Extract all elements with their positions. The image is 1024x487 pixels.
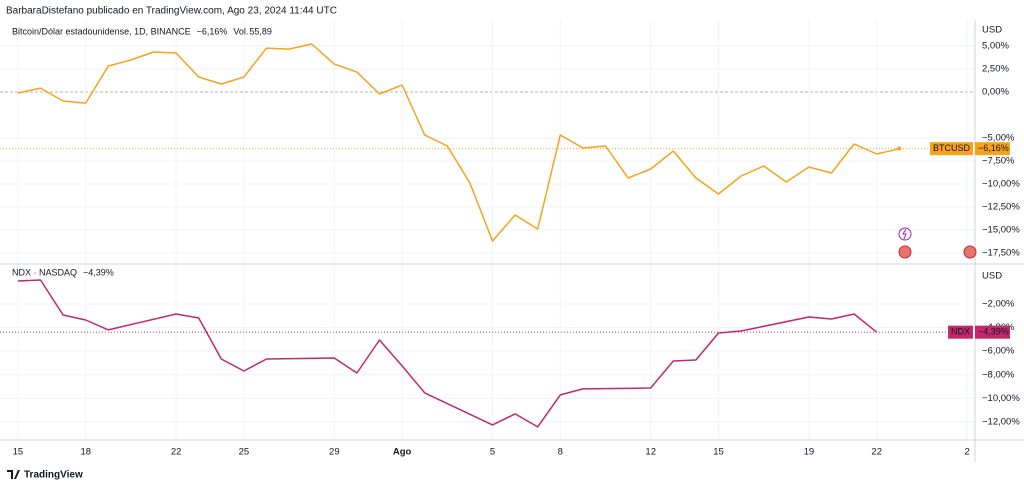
footer-logo: TradingView: [7, 470, 83, 481]
x-tick-label: 5: [490, 447, 495, 458]
x-tick-label: 22: [171, 447, 182, 458]
y-tick-label: −15,00%: [982, 225, 1020, 236]
legend-change: −6,16%: [197, 26, 228, 36]
y-tick-label: 2,50%: [982, 64, 1009, 75]
legend-title: Bitcoin/Dólar estadounidense, 1D, BINANC…: [12, 26, 191, 36]
price-tag-value-bg: [975, 142, 1010, 156]
logo-mark: [7, 470, 20, 479]
y-tick-label: 0,00%: [982, 87, 1009, 98]
y-tick-label: −2,00%: [982, 299, 1015, 310]
legend-title: NDX · NASDAQ: [12, 267, 77, 277]
x-tick-label: 25: [239, 447, 250, 458]
y-tick-label: −8,00%: [982, 369, 1015, 380]
event-icon-glyph: [902, 228, 907, 240]
price-tag-value-bg: [975, 325, 1010, 339]
y-tick-label: −6,00%: [982, 346, 1015, 357]
event-icon[interactable]: [963, 245, 977, 259]
x-tick-label: 15: [13, 447, 24, 458]
y-tick-label: −10,00%: [982, 179, 1020, 190]
price-tag-value: −4,39%: [978, 327, 1009, 337]
legend-volume: 55,89: [249, 26, 272, 36]
y-tick-label: 5,00%: [982, 41, 1009, 52]
x-tick-label: Ago: [393, 447, 412, 458]
x-tick-label: 12: [645, 447, 656, 458]
legend-change: −4,39%: [83, 267, 114, 277]
x-tick-label: 15: [713, 447, 724, 458]
y-tick-label: −7,50%: [982, 156, 1015, 167]
x-tick-label: 2: [964, 447, 969, 458]
event-icon[interactable]: [898, 245, 912, 259]
axis-unit: USD: [982, 25, 1002, 36]
header: BarbaraDistefano publicado en TradingVie…: [6, 6, 337, 17]
price-line: [17, 43, 900, 242]
price-tag-name: NDX: [951, 327, 970, 337]
x-tick-label: 22: [871, 447, 882, 458]
price-tag-bg: [947, 325, 973, 339]
x-tick-label: 8: [558, 447, 563, 458]
price-tag-name: BTCUSD: [933, 143, 971, 153]
x-tick-label: 18: [80, 447, 91, 458]
price-tag-value: −6,16%: [978, 143, 1009, 153]
x-tick-label: 29: [329, 447, 340, 458]
y-tick-label: −17,50%: [982, 248, 1020, 259]
y-tick-label: −10,00%: [982, 393, 1020, 404]
price-tag: BTCUSD −6,16%: [929, 142, 1010, 156]
x-tick-label: 19: [804, 447, 815, 458]
legend-volume-caption: Vol.: [233, 26, 248, 36]
axis-unit: USD: [982, 271, 1002, 282]
y-tick-label: −5,00%: [982, 133, 1015, 144]
y-tick-label: −12,50%: [982, 202, 1020, 213]
price-tag: NDX −4,39%: [947, 325, 1010, 339]
footer-brand: TradingView: [24, 470, 83, 481]
y-tick-label: −12,00%: [982, 416, 1020, 427]
price-tag-bg: [929, 142, 973, 156]
last-point: [897, 146, 902, 151]
